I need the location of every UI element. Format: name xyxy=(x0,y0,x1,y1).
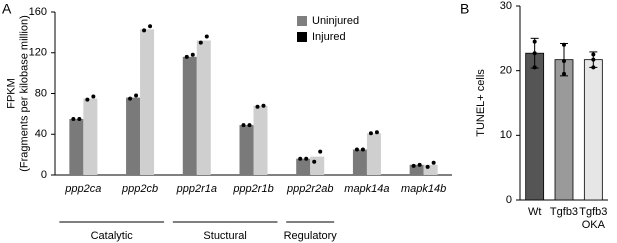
x-tick-label: ppp2r2ab xyxy=(286,183,334,195)
data-point xyxy=(354,147,359,152)
y-tick-label: 20 xyxy=(500,65,512,77)
group-label: Stuctural xyxy=(203,230,246,242)
data-point xyxy=(134,93,139,98)
bar xyxy=(182,56,197,176)
bar xyxy=(409,164,424,175)
group-label: Regulatory xyxy=(284,230,338,242)
bar xyxy=(140,29,155,175)
data-point xyxy=(360,147,365,152)
legend-label: Injured xyxy=(312,31,346,43)
panel-label: B xyxy=(460,1,469,17)
bar xyxy=(239,125,254,175)
data-point xyxy=(184,54,189,59)
data-point xyxy=(562,71,566,76)
data-point xyxy=(198,40,203,45)
bar xyxy=(83,98,98,175)
y-axis-label: TUNEL+ cells xyxy=(475,69,487,137)
bar xyxy=(196,40,211,176)
bar xyxy=(310,156,325,175)
data-point xyxy=(204,34,209,39)
y-tick-label: 30 xyxy=(500,0,512,12)
data-point xyxy=(411,163,416,168)
data-point xyxy=(312,159,317,164)
legend-swatch xyxy=(297,32,307,42)
bar xyxy=(296,158,311,175)
bar xyxy=(352,149,367,175)
panel-label: A xyxy=(2,1,12,17)
x-tick-label: Wt xyxy=(528,206,541,218)
data-point xyxy=(247,123,252,128)
data-point xyxy=(591,57,596,62)
y-tick-label: 120 xyxy=(29,47,47,59)
data-point xyxy=(148,24,153,29)
bar xyxy=(554,59,574,201)
data-point xyxy=(425,164,430,169)
x-tick-label: mapk14b xyxy=(401,183,446,195)
data-point xyxy=(532,65,537,70)
data-point xyxy=(142,28,147,33)
data-point xyxy=(591,52,596,57)
bar xyxy=(366,133,381,175)
group-label: Catalytic xyxy=(91,230,134,242)
bar xyxy=(126,97,141,175)
data-point xyxy=(368,131,373,136)
bar xyxy=(423,164,438,175)
y-axis-label: (Fragments per kilobase million) xyxy=(18,15,30,172)
data-point xyxy=(71,116,76,121)
data-point xyxy=(591,65,596,70)
data-point xyxy=(261,103,266,108)
data-point xyxy=(532,51,537,56)
y-axis-label: FPKM xyxy=(5,78,17,109)
bar xyxy=(583,59,603,201)
bar xyxy=(253,105,268,175)
y-tick-label: 0 xyxy=(506,194,512,206)
bar xyxy=(69,118,84,175)
data-point xyxy=(128,96,133,101)
data-point xyxy=(255,104,260,109)
y-tick-label: 10 xyxy=(500,129,512,141)
y-tick-label: 40 xyxy=(35,128,47,140)
data-point xyxy=(298,156,303,161)
y-tick-label: 80 xyxy=(35,87,47,99)
data-point xyxy=(431,160,436,165)
legend-label: Uninjured xyxy=(312,15,359,27)
data-point xyxy=(532,39,537,44)
x-tick-label: mapk14a xyxy=(344,183,389,195)
data-point xyxy=(562,42,566,47)
x-tick-label: ppp2r1a xyxy=(176,183,217,195)
data-point xyxy=(304,156,309,161)
x-tick-label: ppp2ca xyxy=(64,183,101,195)
y-tick-label: 0 xyxy=(41,169,47,181)
x-tick-label: OKA xyxy=(582,219,606,231)
x-tick-label: ppp2r1b xyxy=(232,183,273,195)
data-point xyxy=(417,162,422,167)
x-tick-label: ppp2cb xyxy=(121,183,158,195)
x-tick-label: Tgfb3 xyxy=(579,206,607,218)
data-point xyxy=(562,58,566,63)
data-point xyxy=(85,97,90,102)
data-point xyxy=(241,123,246,128)
x-tick-label: Tgfb3 xyxy=(550,206,578,218)
y-tick-label: 160 xyxy=(29,6,47,18)
legend-swatch xyxy=(297,16,307,26)
data-point xyxy=(91,94,96,99)
bar xyxy=(525,52,545,201)
data-point xyxy=(318,149,323,154)
data-point xyxy=(77,116,82,121)
data-point xyxy=(190,52,195,57)
data-point xyxy=(374,130,379,135)
